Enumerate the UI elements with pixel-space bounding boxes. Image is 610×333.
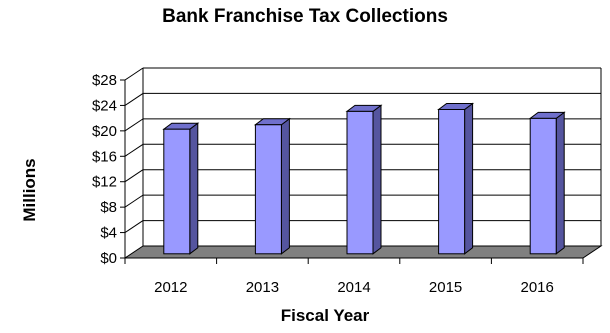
bar-2014: [346, 110, 374, 255]
y-tick-label: $28: [92, 72, 117, 89]
bar-side: [372, 104, 382, 255]
bar-side: [464, 102, 474, 255]
chart-title: Bank Franchise Tax Collections: [162, 6, 448, 27]
bar-2016: [529, 117, 557, 255]
gridline-depth: [124, 118, 144, 132]
gridline-depth: [124, 169, 144, 183]
x-tick-label: 2013: [246, 279, 279, 296]
bar-2015: [438, 108, 466, 255]
x-tick-label: 2014: [337, 279, 370, 296]
x-tick-label: 2016: [521, 279, 554, 296]
bar-2012: [163, 128, 191, 255]
gridline-depth: [124, 67, 144, 81]
gridline-depth: [124, 143, 144, 157]
gridline-depth: [124, 93, 144, 106]
x-axis-label: Fiscal Year: [280, 306, 370, 325]
y-tick-label: $4: [100, 225, 117, 242]
y-tick-label: $16: [92, 148, 117, 165]
y-tick-label: $0: [100, 250, 117, 267]
bar-side: [189, 122, 199, 255]
gridline-depth: [124, 194, 144, 208]
bar-2013: [254, 124, 282, 255]
y-tick-label: $8: [100, 199, 117, 216]
bar-side: [555, 111, 565, 255]
x-tick-label: 2012: [154, 279, 187, 296]
x-tick-label: 2015: [429, 279, 462, 296]
y-tick-label: $12: [92, 174, 117, 191]
y-tick-label: $20: [92, 123, 117, 140]
gridline-depth: [124, 220, 144, 233]
bar-side: [280, 117, 290, 255]
y-tick-label: $24: [92, 97, 117, 114]
